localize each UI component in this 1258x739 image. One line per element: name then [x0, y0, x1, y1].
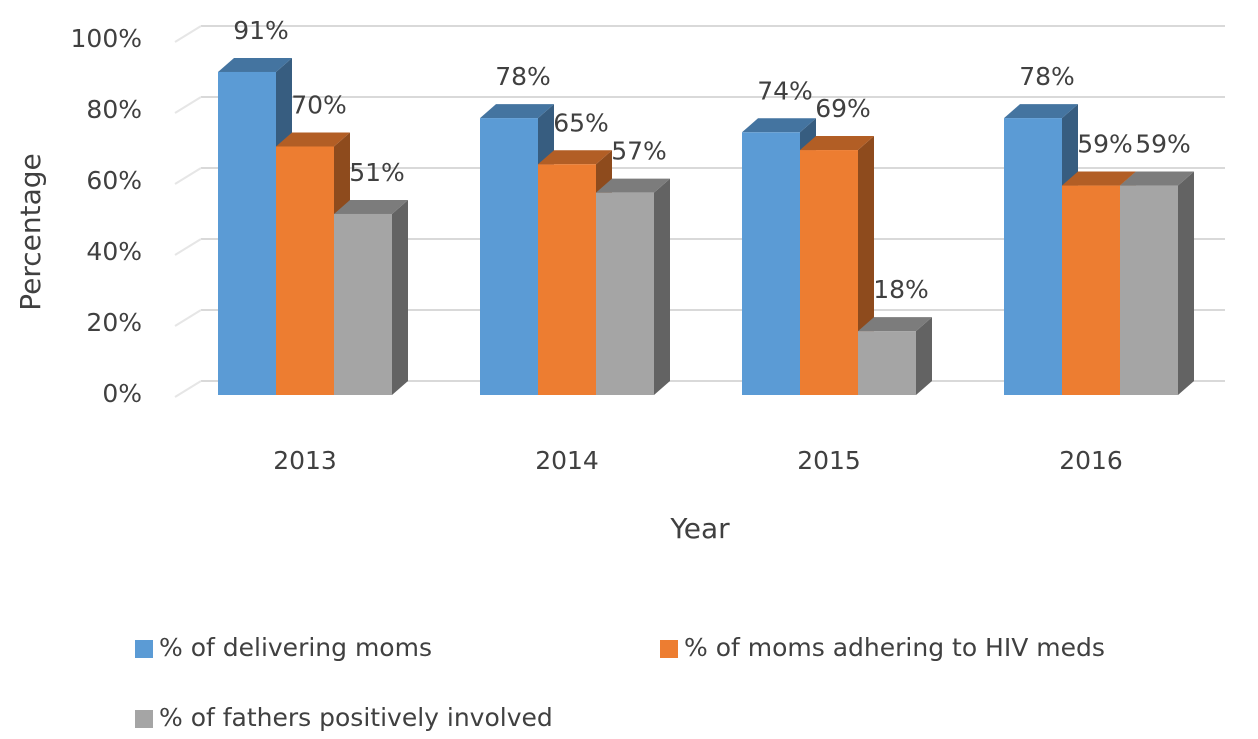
y-tick-label: 100% — [71, 24, 142, 53]
bar-front — [800, 150, 858, 395]
bar — [800, 136, 874, 396]
bar-front — [218, 71, 276, 395]
bar-top — [538, 150, 612, 165]
data-label: 78% — [495, 62, 551, 91]
bar-top — [334, 199, 408, 214]
y-tick-label: 0% — [102, 379, 142, 408]
bar-front — [742, 132, 800, 396]
x-tick-label: 2014 — [535, 446, 599, 475]
legend-swatch — [135, 710, 153, 728]
grid-side — [174, 380, 202, 398]
data-label: 65% — [553, 108, 609, 137]
bar — [1120, 171, 1194, 395]
data-label: 69% — [815, 94, 871, 123]
bar-side — [654, 178, 670, 395]
bar-side — [1178, 171, 1194, 395]
bar-top — [276, 132, 350, 147]
data-label: 18% — [873, 275, 929, 304]
data-label: 70% — [291, 91, 347, 120]
grid-side — [174, 167, 202, 185]
data-label: 59% — [1077, 130, 1133, 159]
data-label: 51% — [349, 158, 405, 187]
grid-side — [174, 25, 202, 43]
data-label: 78% — [1019, 62, 1075, 91]
bar-top — [480, 104, 554, 119]
bar-top — [742, 118, 816, 133]
bar-side — [916, 317, 932, 395]
y-tick-label: 80% — [86, 95, 142, 124]
grid-side — [174, 96, 202, 114]
bar-front — [538, 164, 596, 395]
bar — [596, 178, 670, 395]
bar-front — [1120, 185, 1178, 395]
bar-front — [1062, 185, 1120, 395]
bar-front — [596, 192, 654, 395]
legend-label: % of delivering moms — [159, 633, 432, 662]
bar-side — [392, 199, 408, 395]
grid-side — [174, 309, 202, 327]
bar-front — [480, 118, 538, 395]
bar-front — [276, 146, 334, 395]
data-label: 59% — [1135, 130, 1191, 159]
bar-front — [858, 331, 916, 395]
bar-top — [218, 57, 292, 72]
x-axis-title: Year — [669, 512, 730, 545]
bar — [334, 199, 408, 395]
x-tick-label: 2016 — [1059, 446, 1123, 475]
bar-top — [1062, 171, 1136, 186]
y-tick-label: 40% — [86, 237, 142, 266]
x-tick-label: 2013 — [273, 446, 337, 475]
data-label: 91% — [233, 16, 289, 45]
bar-top — [1120, 171, 1194, 186]
bar-front — [1004, 118, 1062, 395]
bar — [858, 317, 932, 395]
legend-swatch — [660, 640, 678, 658]
data-label: 74% — [757, 76, 813, 105]
bar-top — [800, 136, 874, 151]
grid-side — [174, 238, 202, 256]
bar-front — [334, 213, 392, 395]
bar-top — [858, 317, 932, 332]
bar-top — [596, 178, 670, 193]
legend-label: % of moms adhering to HIV meds — [684, 633, 1105, 662]
y-axis-title: Percentage — [14, 153, 47, 311]
legend-label: % of fathers positively involved — [159, 703, 553, 732]
y-tick-label: 20% — [86, 308, 142, 337]
legend-swatch — [135, 640, 153, 658]
x-tick-label: 2015 — [797, 446, 861, 475]
bar-top — [1004, 104, 1078, 119]
y-tick-label: 60% — [86, 166, 142, 195]
data-label: 57% — [611, 137, 667, 166]
